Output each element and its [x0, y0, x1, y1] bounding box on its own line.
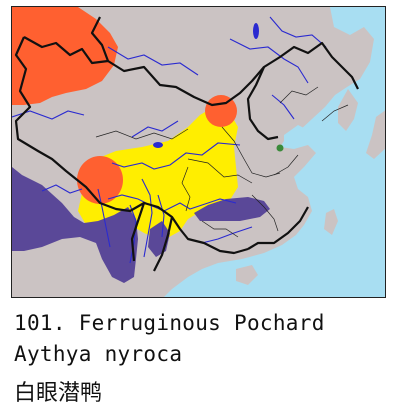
breeding-range-northwest	[12, 7, 118, 105]
national-borders	[14, 16, 359, 272]
caption-scientific-name: Aythya nyroca	[14, 342, 183, 366]
range-map	[11, 6, 386, 298]
land-hainan	[236, 265, 258, 285]
wintering-range-yangtze	[194, 197, 270, 221]
breeding-patch-north	[205, 95, 237, 127]
wintering-range-south-asia	[12, 167, 138, 283]
land-japan	[366, 110, 385, 159]
breeding-patch-southwest	[77, 156, 123, 204]
lake-baikal	[253, 23, 259, 39]
lake-qinghai	[153, 142, 163, 148]
passage-range-central	[78, 109, 238, 241]
provincial-boundaries	[95, 86, 349, 238]
sea-bohai	[284, 125, 310, 147]
land-korea	[338, 89, 358, 131]
caption-chinese-name: 白眼潜鸭	[14, 381, 103, 406]
rivers	[12, 16, 327, 264]
land-taiwan	[324, 209, 338, 235]
caption-number-name: 101. Ferruginous Pochard	[14, 311, 325, 335]
vagrant-record-dot	[276, 144, 284, 152]
